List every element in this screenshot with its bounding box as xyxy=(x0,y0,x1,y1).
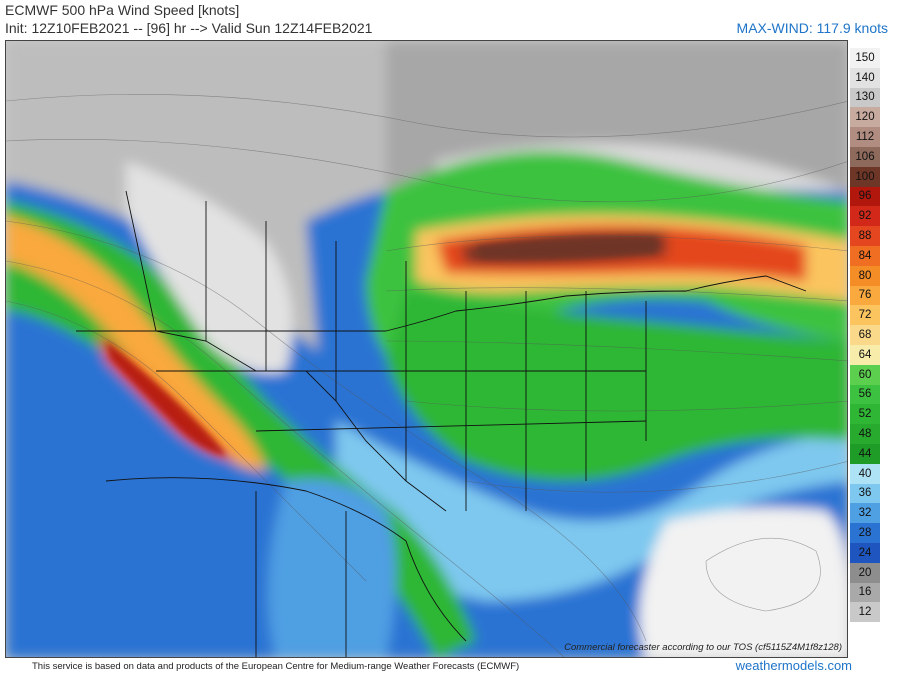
legend-swatch-36: 36 xyxy=(850,483,880,504)
legend-swatch-12: 12 xyxy=(850,602,880,623)
legend-swatch-96: 96 xyxy=(850,186,880,207)
legend-swatch-52: 52 xyxy=(850,404,880,425)
legend-swatch-68: 68 xyxy=(850,325,880,345)
footer-credit: This service is based on data and produc… xyxy=(32,661,520,672)
legend-swatch-100: 100 xyxy=(850,166,880,187)
legend-swatch-32: 32 xyxy=(850,503,880,524)
legend-swatch-28: 28 xyxy=(850,523,880,543)
legend-swatch-112: 112 xyxy=(850,127,880,147)
tos-note: Commercial forecaster according to our T… xyxy=(564,642,842,653)
wind-speed-map xyxy=(5,40,848,658)
wind-speed-legend: 150 140 130 120 112 106 100 96 92 88 84 80 76 72 68 64 6… xyxy=(850,48,880,623)
legend-swatch-130: 130 xyxy=(850,87,880,108)
legend-swatch-16: 16 xyxy=(850,582,880,603)
max-wind-label: MAX-WIND: 117.9 knots xyxy=(736,20,888,36)
legend-swatch-56: 56 xyxy=(850,384,880,405)
legend-swatch-44: 44 xyxy=(850,443,880,464)
legend-swatch-106: 106 xyxy=(850,146,880,167)
legend-swatch-92: 92 xyxy=(850,206,880,227)
legend-swatch-80: 80 xyxy=(850,265,880,286)
legend-swatch-20: 20 xyxy=(850,562,880,583)
map-title: ECMWF 500 hPa Wind Speed [knots] xyxy=(5,2,240,18)
legend-swatch-140: 140 xyxy=(850,67,880,88)
brand-link[interactable]: weathermodels.com xyxy=(735,658,852,673)
legend-swatch-40: 40 xyxy=(850,463,880,484)
legend-swatch-76: 76 xyxy=(850,285,880,306)
legend-swatch-88: 88 xyxy=(850,226,880,246)
legend-swatch-48: 48 xyxy=(850,424,880,444)
init-valid-line: Init: 12Z10FEB2021 -- [96] hr --> Valid … xyxy=(5,20,373,36)
legend-swatch-64: 64 xyxy=(850,344,880,365)
legend-swatch-72: 72 xyxy=(850,305,880,326)
legend-swatch-120: 120 xyxy=(850,107,880,128)
legend-swatch-60: 60 xyxy=(850,364,880,385)
legend-swatch-24: 24 xyxy=(850,542,880,563)
legend-swatch-84: 84 xyxy=(850,245,880,266)
legend-swatch-150: 150 xyxy=(850,48,880,68)
